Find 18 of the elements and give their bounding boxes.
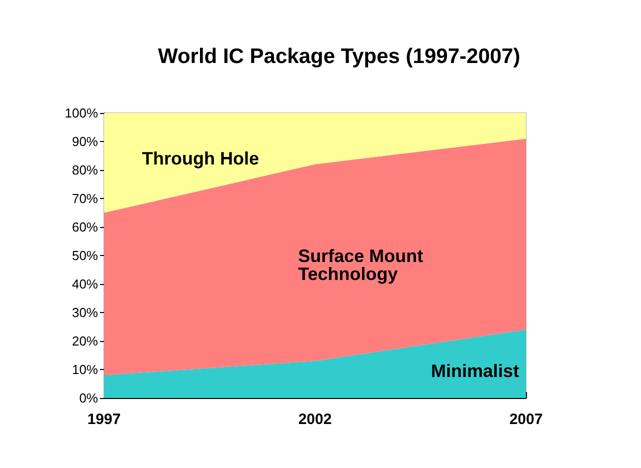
y-tick-label: 20% [72, 334, 98, 348]
y-tick-label: 70% [72, 191, 98, 206]
series-label: Minimalist [431, 360, 520, 381]
y-tick-label: 80% [72, 162, 98, 178]
y-tick-label: 0% [79, 390, 98, 406]
y-tick-label: 90% [72, 134, 98, 149]
y-tick-label: 10% [72, 362, 98, 377]
x-tick-label: 2002 [298, 411, 332, 428]
chart-title: World IC Package Types (1997-2007) [158, 45, 520, 68]
x-tick-label: 1997 [87, 411, 121, 428]
y-tick-label: 50% [72, 248, 98, 263]
y-tick-label: 40% [72, 276, 98, 292]
series-label: Surface Mount Technology [298, 246, 428, 284]
x-tick-label: 2007 [509, 411, 543, 428]
y-tick-label: 100% [64, 106, 98, 120]
y-tick-label: 30% [72, 305, 98, 320]
y-tick-label: 60% [72, 220, 98, 234]
series-label: Through Hole [142, 148, 259, 169]
